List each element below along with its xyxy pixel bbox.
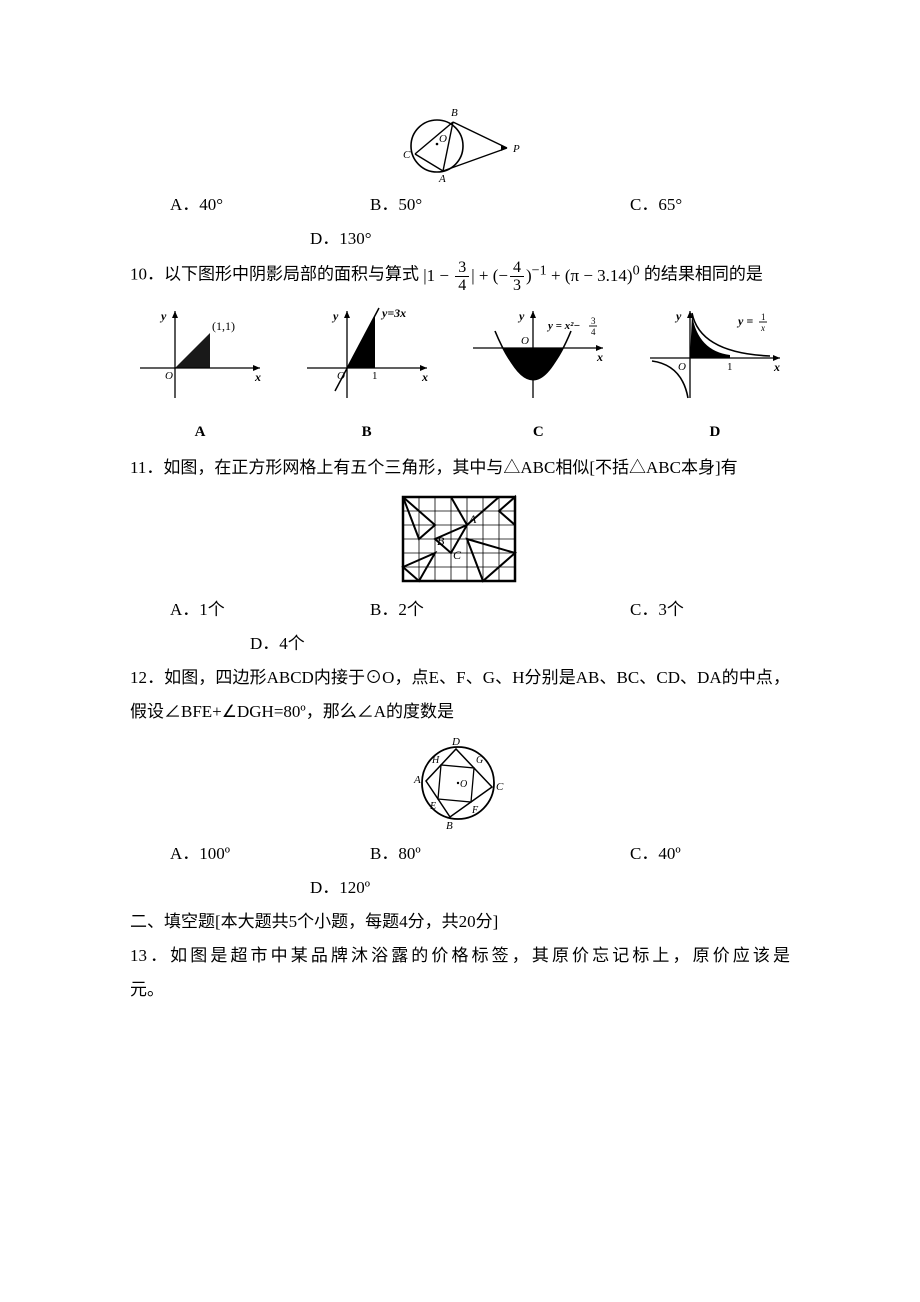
q11-option-a: A．1个: [170, 593, 370, 627]
svg-text:1: 1: [372, 370, 378, 382]
svg-text:B: B: [437, 534, 445, 548]
svg-text:O: O: [521, 335, 529, 347]
q9-option-a: A．40°: [170, 188, 370, 222]
svg-text:O: O: [165, 370, 173, 382]
q10-graph-a: O y x (1,1) A: [130, 303, 270, 447]
q12-opt-b-val: 80º: [398, 844, 420, 863]
svg-text:A: A: [468, 512, 477, 526]
svg-text:4: 4: [591, 327, 596, 337]
q9-option-c: C．65°: [630, 188, 770, 222]
svg-text:B: B: [451, 107, 458, 119]
svg-text:y = x²−: y = x²−: [546, 320, 580, 332]
svg-text:D: D: [451, 736, 460, 748]
q12-options: A．100º B．80º C．40º D．120º: [130, 837, 790, 905]
q11-option-c: C．3个: [630, 593, 770, 627]
svg-text:E: E: [429, 801, 436, 812]
q10-text: 10．以下图形中阴影局部的面积与算式 |1 − 34| + (−43)−1 + …: [130, 256, 790, 295]
q12-opt-a-val: 100º: [199, 844, 230, 863]
svg-text:1: 1: [727, 361, 733, 373]
svg-text:C: C: [403, 149, 411, 161]
q13-text: 13．如图是超市中某品牌沐浴露的价格标签，其原价忘记标上，原价应该是 元。: [130, 939, 790, 1007]
q11-option-b: B．2个: [370, 593, 630, 627]
svg-text:y =: y =: [736, 314, 753, 328]
svg-text:C: C: [453, 548, 462, 562]
svg-text:O: O: [337, 370, 345, 382]
svg-text:B: B: [446, 820, 453, 832]
q9-options: A．40° B．50° C．65° D．130°: [130, 188, 790, 256]
q10-graphs: O y x (1,1) A O y x 1 y=3x B: [130, 303, 790, 447]
q10-graph-d: O y x 1 y = 1 x D: [640, 303, 790, 447]
svg-text:y: y: [331, 309, 339, 323]
q12-option-c: C．40º: [630, 837, 770, 871]
svg-text:y: y: [159, 309, 167, 323]
svg-text:3: 3: [591, 316, 596, 326]
q12-opt-c-val: 40º: [658, 844, 680, 863]
svg-text:G: G: [476, 755, 483, 766]
section2-header: 二、填空题[本大题共5个小题，每题4分，共20分]: [130, 905, 790, 939]
q9-opt-c-val: 65°: [658, 195, 682, 214]
svg-text:x: x: [596, 350, 603, 364]
q12-option-d: D．120º: [170, 871, 790, 905]
svg-text:(1,1): (1,1): [212, 319, 235, 333]
q9-opt-b-val: 50°: [398, 195, 422, 214]
svg-text:C: C: [496, 781, 504, 793]
svg-text:F: F: [471, 805, 479, 816]
svg-text:y: y: [517, 309, 525, 323]
svg-text:x: x: [760, 323, 765, 333]
q12-opt-d-val: 120º: [339, 878, 370, 897]
q11-opt-d-val: 4个: [279, 634, 305, 653]
q9-opt-d-val: 130°: [339, 229, 371, 248]
svg-text:O: O: [678, 361, 686, 373]
svg-text:O: O: [439, 133, 447, 145]
q10-prefix: 10．以下图形中阴影局部的面积与算式: [130, 264, 419, 283]
svg-text:A: A: [413, 774, 421, 786]
q9-figure: B C A O P: [130, 104, 790, 184]
q12-text: 12．如图，四边形ABCD内接于⊙O，点E、F、G、H分别是AB、BC、CD、D…: [130, 661, 790, 729]
q11-text: 11．如图，在正方形网格上有五个三角形，其中与△ABC相似[不括△ABC本身]有: [130, 451, 790, 485]
q12-figure: A B C D E F G H O: [130, 733, 790, 833]
q10-label-b: B: [297, 417, 437, 447]
q11-opt-c-val: 3个: [658, 600, 684, 619]
q11-figure: A B C: [130, 489, 790, 589]
page-content: B C A O P A．40° B．50° C．65° D．130° 10．以下…: [0, 0, 920, 1047]
q12-option-a: A．100º: [170, 837, 370, 871]
svg-text:y=3x: y=3x: [380, 306, 406, 320]
svg-text:1: 1: [761, 312, 766, 322]
svg-text:O: O: [460, 779, 467, 790]
q10-expression: |1 − 34| + (−43)−1 + (π − 3.14)0: [423, 266, 644, 285]
svg-text:P: P: [512, 143, 520, 155]
q10-label-a: A: [130, 417, 270, 447]
q11-opt-b-val: 2个: [398, 600, 424, 619]
q12-option-b: B．80º: [370, 837, 630, 871]
q9-option-d: D．130°: [170, 222, 790, 256]
q11-options: A．1个 B．2个 C．3个 D．4个: [130, 593, 790, 661]
q11-option-d: D．4个: [170, 627, 790, 661]
svg-text:x: x: [254, 370, 261, 384]
q11-opt-a-val: 1个: [199, 600, 225, 619]
q9-option-b: B．50°: [370, 188, 630, 222]
q10-suffix: 的结果相同的是: [644, 264, 763, 283]
q10-graph-b: O y x 1 y=3x B: [297, 303, 437, 447]
svg-text:x: x: [421, 370, 428, 384]
svg-text:y: y: [674, 309, 682, 323]
svg-text:H: H: [431, 755, 440, 766]
q10-label-d: D: [640, 417, 790, 447]
q10-label-c: C: [463, 417, 613, 447]
svg-text:x: x: [773, 360, 780, 374]
q9-opt-a-val: 40°: [199, 195, 223, 214]
svg-text:A: A: [438, 173, 446, 184]
q10-graph-c: O y x y = x²− 3 4 C: [463, 303, 613, 447]
